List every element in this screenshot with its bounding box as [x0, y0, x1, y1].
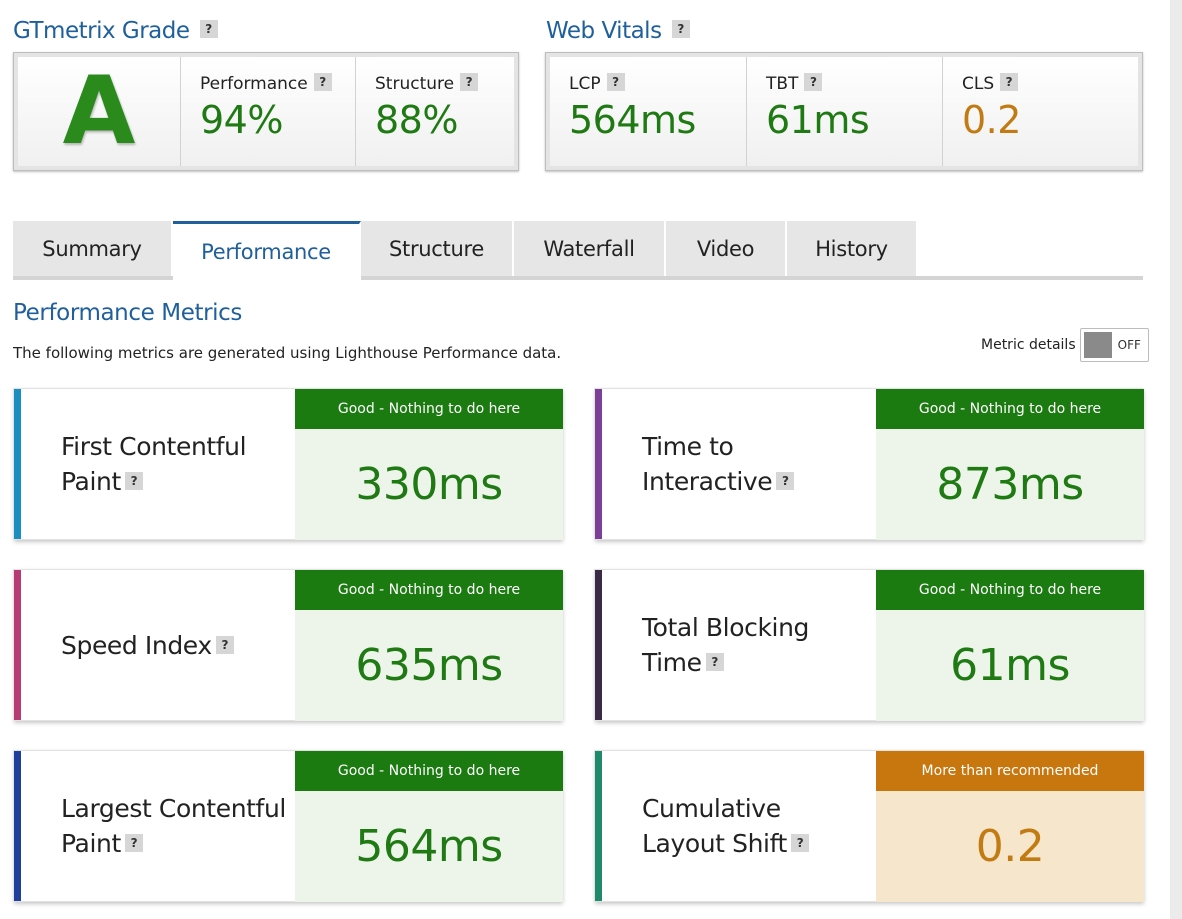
metric-card-cumulative-layout-shift: Cumulative Layout Shift? More than recomm…	[594, 750, 1144, 902]
metric-details-control: Metric details OFF	[981, 328, 1149, 362]
metric-name-line1: Cumulative	[642, 794, 781, 823]
structure-score-cell: Structure? 88%	[355, 57, 514, 166]
lcp-value: 564ms	[569, 98, 696, 142]
help-icon[interactable]: ?	[790, 834, 809, 852]
cls-label: CLS	[962, 74, 995, 94]
metric-details-label: Metric details	[981, 337, 1076, 353]
lcp-label: LCP	[569, 74, 601, 94]
metric-card-time-to-interactive: Time to Interactive? Good - Nothing to do…	[594, 388, 1144, 540]
tab-waterfall[interactable]: Waterfall	[514, 221, 666, 276]
help-icon[interactable]: ?	[215, 635, 234, 654]
toggle-knob	[1083, 332, 1112, 358]
lcp-cell: LCP? 564ms	[550, 57, 746, 166]
metric-card-first-contentful-paint: First Contentful Paint? Good - Nothing to…	[13, 388, 563, 540]
metric-name: First Contentful Paint?	[61, 389, 291, 539]
metric-card-largest-contentful-paint: Largest Contentful Paint? Good - Nothing …	[13, 750, 563, 902]
metric-value: 564ms	[295, 791, 563, 902]
metric-accent-bar	[595, 751, 602, 901]
gtmetrix-grade-title: GTmetrix Grade	[13, 18, 190, 44]
metric-value: 635ms	[295, 610, 563, 721]
cls-cell: CLS? 0.2	[942, 57, 1138, 166]
metric-status-badge: Good - Nothing to do here	[876, 389, 1144, 429]
metric-name-line2: Interactive	[642, 467, 773, 496]
help-icon[interactable]: ?	[804, 73, 823, 91]
help-icon[interactable]: ?	[1000, 73, 1019, 91]
grade-letter: A	[62, 56, 136, 166]
page-scrollbar[interactable]	[1168, 0, 1182, 919]
tbt-label: TBT	[766, 74, 799, 94]
gtmetrix-grade-heading: GTmetrix Grade?	[13, 18, 218, 44]
metric-name-line2: Paint	[61, 467, 121, 496]
metric-name-line2: Speed Index	[61, 630, 212, 660]
tab-performance[interactable]: Performance	[173, 221, 361, 280]
tab-summary[interactable]: Summary	[13, 221, 173, 276]
help-icon[interactable]: ?	[199, 19, 218, 38]
metric-value: 61ms	[876, 610, 1144, 721]
metric-status-badge: Good - Nothing to do here	[295, 751, 563, 791]
metric-accent-bar	[595, 389, 602, 539]
grade-cell: A	[18, 57, 180, 166]
help-icon[interactable]: ?	[313, 73, 332, 91]
performance-metrics-title: Performance Metrics	[13, 300, 242, 326]
metric-status-badge: More than recommended	[876, 751, 1144, 791]
tab-video[interactable]: Video	[666, 221, 787, 276]
metric-name-line2: Layout Shift	[642, 829, 787, 858]
metric-accent-bar	[14, 389, 21, 539]
metric-name-line2: Time	[642, 648, 702, 677]
tbt-cell: TBT? 61ms	[746, 57, 942, 166]
metric-details-toggle[interactable]: OFF	[1079, 328, 1149, 362]
structure-score-label: Structure	[375, 74, 455, 94]
metric-card-speed-index: Speed Index? Good - Nothing to do here 6…	[13, 569, 563, 721]
performance-score-value: 94%	[200, 98, 283, 142]
metric-value: 330ms	[295, 429, 563, 540]
metric-value: 873ms	[876, 429, 1144, 540]
toggle-state: OFF	[1117, 338, 1141, 352]
tab-history[interactable]: History	[787, 221, 918, 276]
web-vitals-title: Web Vitals	[546, 18, 662, 44]
metric-name-line2: Paint	[61, 829, 121, 858]
metric-name-line1: First Contentful	[61, 432, 247, 461]
metric-value: 0.2	[876, 791, 1144, 902]
metric-name: Speed Index?	[61, 570, 291, 720]
metric-name-line1: Time to	[642, 432, 734, 461]
metric-card-total-blocking-time: Total Blocking Time? Good - Nothing to do…	[594, 569, 1144, 721]
metric-name: Time to Interactive?	[642, 389, 872, 539]
help-icon[interactable]: ?	[671, 19, 690, 38]
report-tabs: Summary Performance Structure Waterfall …	[13, 221, 1143, 280]
gtmetrix-grade-panel: A Performance? 94% Structure? 88%	[13, 52, 519, 171]
metric-status-badge: Good - Nothing to do here	[295, 389, 563, 429]
performance-metrics-description: The following metrics are generated usin…	[13, 344, 562, 362]
help-icon[interactable]: ?	[606, 73, 625, 91]
tab-structure[interactable]: Structure	[361, 221, 514, 276]
metric-accent-bar	[14, 751, 21, 901]
metric-status-badge: Good - Nothing to do here	[295, 570, 563, 610]
metric-name-line1: Total Blocking	[642, 613, 810, 642]
metric-name: Total Blocking Time?	[642, 570, 872, 720]
tbt-value: 61ms	[766, 98, 870, 142]
metric-accent-bar	[14, 570, 21, 720]
help-icon[interactable]: ?	[776, 472, 795, 490]
structure-score-value: 88%	[375, 98, 458, 142]
metric-name: Largest Contentful Paint?	[61, 751, 291, 901]
performance-score-cell: Performance? 94%	[180, 57, 355, 166]
web-vitals-panel: LCP? 564ms TBT? 61ms CLS? 0.2	[545, 52, 1143, 171]
performance-score-label: Performance	[200, 74, 308, 94]
metric-name-line1: Largest Contentful	[61, 794, 286, 823]
metric-accent-bar	[595, 570, 602, 720]
metric-status-badge: Good - Nothing to do here	[876, 570, 1144, 610]
web-vitals-heading: Web Vitals?	[546, 18, 690, 44]
help-icon[interactable]: ?	[124, 472, 143, 490]
help-icon[interactable]: ?	[124, 834, 143, 852]
metric-name: Cumulative Layout Shift?	[642, 751, 872, 901]
help-icon[interactable]: ?	[460, 73, 479, 91]
cls-value: 0.2	[962, 98, 1021, 142]
help-icon[interactable]: ?	[705, 653, 724, 671]
